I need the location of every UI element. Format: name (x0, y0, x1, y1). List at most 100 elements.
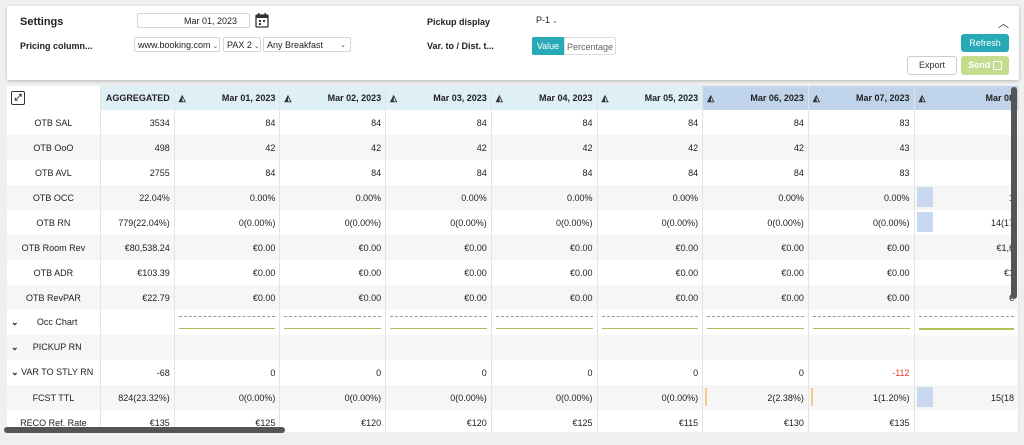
var-dist-label: Var. to / Dist. t... (427, 41, 495, 51)
chevron-down-icon[interactable]: ⌄ (11, 342, 19, 352)
calendar-icon[interactable] (255, 13, 269, 30)
cell-value: 0 (693, 367, 699, 378)
data-cell (279, 335, 387, 360)
data-cell (385, 335, 492, 360)
cell-value: €0.00 (358, 292, 382, 303)
cell-value: 0(0.00%) (555, 392, 593, 403)
cell-value: €0.00 (358, 242, 382, 253)
meal-select[interactable]: Any Breakfast ⌄ (263, 37, 351, 52)
fullscreen-icon[interactable]: ⤢ (11, 91, 25, 105)
area-chart-icon[interactable]: ◭ (390, 92, 398, 103)
area-chart-icon[interactable]: ◭ (495, 92, 503, 103)
cell-value: €125 (572, 417, 593, 428)
cell-value: €0.00 (464, 292, 487, 303)
refresh-button[interactable]: Refresh (961, 34, 1009, 52)
data-cell: 84 (174, 160, 281, 185)
cell-value: €0.00 (464, 267, 487, 278)
occupancy-bar (916, 212, 933, 232)
pricing-column-label: Pricing column... (20, 41, 93, 51)
date-header[interactable]: ◭ Mar 05, 2023 (597, 86, 704, 110)
area-chart-icon[interactable]: ◭ (918, 92, 926, 103)
data-cell: -112 (808, 360, 915, 385)
row-label: OTB SAL (7, 110, 101, 135)
occ-level-line (390, 328, 487, 329)
occ-capacity-line (812, 316, 910, 317)
data-cell (914, 335, 1019, 360)
date-header[interactable]: ◭ Mar 02, 2023 (279, 86, 387, 110)
cell-value: 0.00% (778, 192, 804, 203)
occ-level-line (601, 328, 699, 329)
data-cell: €135 (808, 410, 915, 432)
date-field[interactable]: Mar 01, 2023 (137, 13, 250, 28)
date-header[interactable]: ◭ Mar 04, 2023 (491, 86, 598, 110)
row-label-text: OTB SAL (34, 117, 73, 128)
table-row: OTB ADR €103.39 €0.00 €0.00 €0.00 €0.00 €0.00 €… (7, 260, 1019, 285)
pricing-source-select[interactable]: www.booking.com ⌄ (134, 37, 220, 52)
cell-value: 84 (793, 117, 804, 128)
data-cell: 0(0.00%) (491, 385, 598, 410)
date-header-label: Mar 01, 2023 (221, 92, 276, 103)
cell-value: 0.00% (249, 192, 276, 203)
chevron-down-icon[interactable]: ⌄ (11, 367, 19, 377)
row-label-text: OTB AVL (34, 167, 72, 178)
data-cell (174, 335, 281, 360)
area-chart-icon[interactable]: ◭ (178, 92, 186, 103)
export-button[interactable]: Export (907, 56, 957, 75)
date-header[interactable]: ◭ Mar 01, 2023 (174, 86, 281, 110)
data-grid: ⤢ AGGREGATED ◭ Mar 01, 2023 ◭ Mar 02, 2023… (7, 86, 1019, 432)
area-chart-icon[interactable]: ◭ (284, 92, 292, 103)
aggregated-cell: €80,538.24 (100, 235, 175, 260)
pricing-source-value: www.booking.com (138, 40, 211, 50)
data-cell (914, 410, 1019, 432)
cell-value: 84 (582, 117, 593, 128)
expand-cell: ⤢ (7, 86, 101, 110)
date-header[interactable]: ◭ Mar 03, 2023 (385, 86, 492, 110)
data-cell: 42 (279, 135, 387, 160)
cell-value: €0.00 (569, 292, 593, 303)
data-cell: 84 (174, 110, 281, 135)
pickup-select[interactable]: P-1 ⌄ (533, 13, 567, 28)
aggregated-cell: 3534 (100, 110, 175, 135)
pax-select[interactable]: PAX 2 ⌄ (223, 37, 261, 52)
data-cell: 84 (597, 160, 704, 185)
date-header[interactable]: ◭ Mar 08 (914, 86, 1019, 110)
data-cell (597, 335, 704, 360)
data-cell (808, 310, 915, 335)
area-chart-icon[interactable]: ◭ (707, 92, 715, 103)
vertical-scrollbar[interactable] (1011, 87, 1017, 299)
header-row: ⤢ AGGREGATED ◭ Mar 01, 2023 ◭ Mar 02, 2023… (7, 86, 1019, 110)
chevron-down-icon[interactable]: ⌄ (11, 317, 19, 327)
data-cell: 84 (597, 110, 704, 135)
date-header[interactable]: ◭ Mar 07, 2023 (808, 86, 915, 110)
horizontal-scrollbar[interactable] (4, 427, 285, 433)
aggregated-cell: €103.39 (100, 260, 175, 285)
data-cell: 0 (174, 360, 281, 385)
cell-value: 1(1.20%) (873, 392, 910, 403)
cell-value: 0.00% (884, 192, 910, 203)
cell-value: 14(17 (990, 217, 1014, 228)
area-chart-icon[interactable]: ◭ (601, 92, 609, 103)
cell-value: 43 (899, 142, 910, 153)
data-cell: €120 (279, 410, 387, 432)
send-button[interactable]: Send (961, 56, 1009, 75)
toggle-value-button[interactable]: Value (532, 37, 564, 55)
cell-value: €0.00 (781, 292, 804, 303)
cell-value: -112 (892, 367, 910, 378)
cell-value: €0.00 (887, 267, 910, 278)
cell-value: 84 (371, 117, 382, 128)
data-cell: €0.00 (808, 235, 915, 260)
occ-capacity-line (178, 316, 276, 317)
date-header[interactable]: ◭ Mar 06, 2023 (702, 86, 809, 110)
row-label: OTB RN (7, 210, 101, 235)
aggregated-cell: 22.04% (100, 185, 175, 210)
area-chart-icon[interactable]: ◭ (812, 92, 820, 103)
data-cell: €0.00 (279, 285, 387, 310)
toggle-percentage-button[interactable]: Percentage (564, 37, 616, 55)
data-cell: 0(0.00%) (174, 385, 281, 410)
data-cell (914, 110, 1019, 135)
table-row: ⌄ PICKUP RN (7, 335, 1019, 360)
collapse-chevron-icon[interactable]: ︿ (998, 18, 1009, 30)
cell-value: 83 (899, 167, 910, 178)
cell-value: €0.00 (358, 267, 382, 278)
data-cell: 42 (597, 135, 704, 160)
